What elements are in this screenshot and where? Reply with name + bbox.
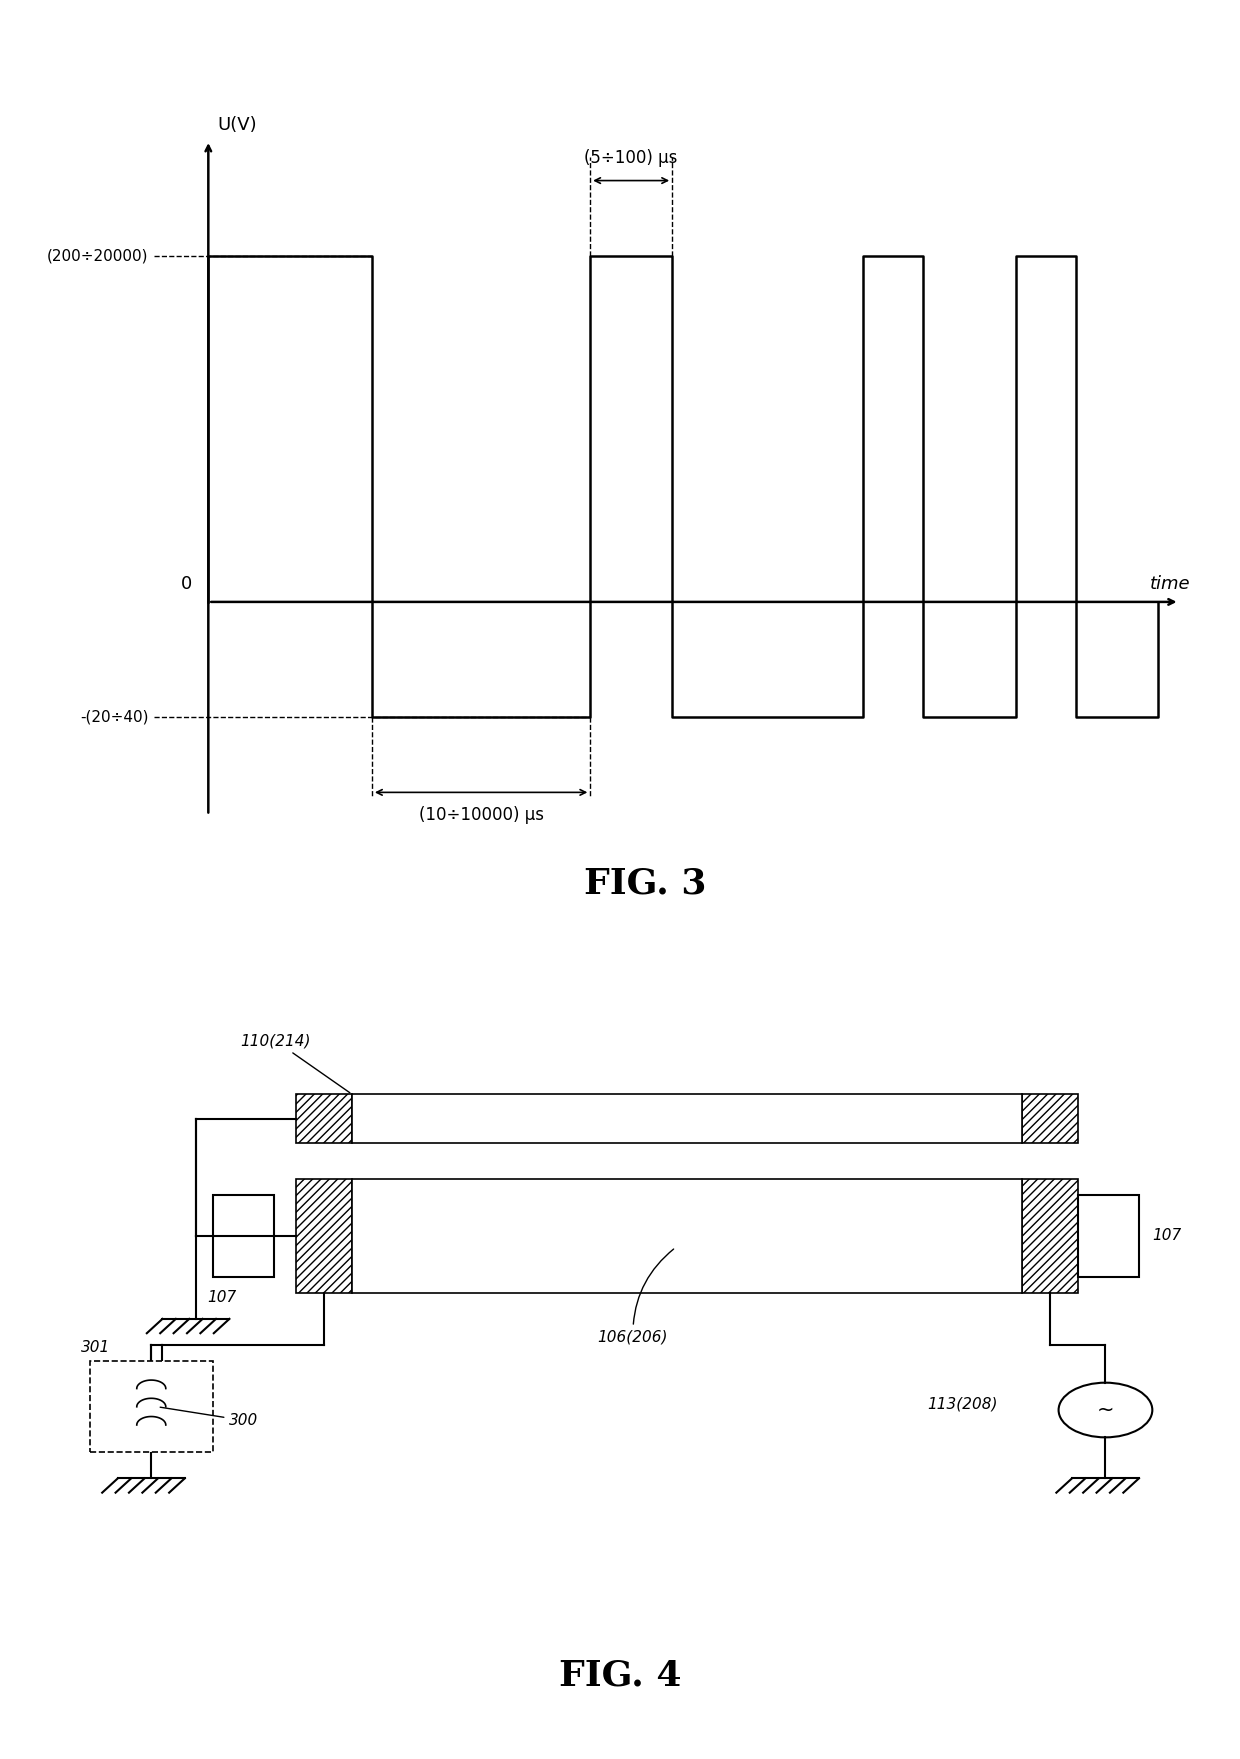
Text: FIG. 3: FIG. 3: [584, 867, 706, 901]
Text: time: time: [1149, 575, 1190, 593]
Text: 300: 300: [160, 1407, 259, 1428]
Text: (200÷20000): (200÷20000): [47, 248, 149, 264]
Bar: [91, 1361, 213, 1453]
Bar: [1022, 1179, 1078, 1293]
Bar: [296, 1094, 352, 1143]
Text: -(20÷40): -(20÷40): [79, 711, 149, 725]
Bar: [296, 1179, 352, 1293]
Text: (5÷100) μs: (5÷100) μs: [584, 150, 678, 167]
Text: 113(208): 113(208): [928, 1397, 997, 1411]
Text: 301: 301: [81, 1340, 110, 1354]
Text: (10÷10000) μs: (10÷10000) μs: [419, 806, 543, 825]
Text: 107: 107: [1152, 1228, 1182, 1244]
Text: 107: 107: [207, 1289, 237, 1305]
Bar: [1022, 1094, 1078, 1143]
Text: 106(206): 106(206): [598, 1249, 673, 1344]
Text: ~: ~: [1096, 1400, 1115, 1420]
Text: FIG. 4: FIG. 4: [559, 1659, 681, 1692]
Bar: [213, 1196, 274, 1277]
Bar: [352, 1094, 1022, 1143]
Text: U(V): U(V): [217, 116, 257, 134]
Bar: [1078, 1196, 1140, 1277]
Text: 110(214): 110(214): [241, 1034, 350, 1092]
Text: 0: 0: [181, 575, 192, 593]
Bar: [352, 1179, 1022, 1293]
